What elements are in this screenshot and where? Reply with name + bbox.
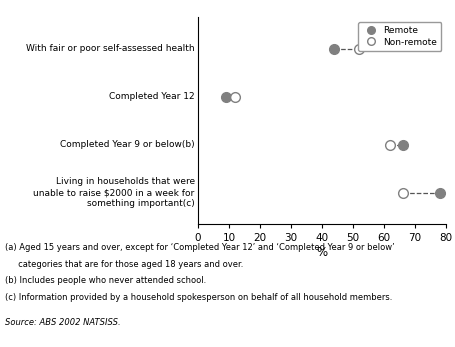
Point bbox=[399, 142, 406, 147]
Point bbox=[386, 142, 394, 147]
Text: With fair or poor self-assessed health: With fair or poor self-assessed health bbox=[26, 44, 195, 53]
Text: categories that are for those aged 18 years and over.: categories that are for those aged 18 ye… bbox=[5, 260, 243, 269]
Text: (b) Includes people who never attended school.: (b) Includes people who never attended s… bbox=[5, 276, 206, 285]
Legend: Remote, Non-remote: Remote, Non-remote bbox=[358, 22, 441, 51]
X-axis label: %: % bbox=[316, 246, 328, 259]
Text: Completed Year 9 or below(b): Completed Year 9 or below(b) bbox=[60, 140, 195, 149]
Text: Source: ABS 2002 NATSISS.: Source: ABS 2002 NATSISS. bbox=[5, 318, 120, 327]
Point bbox=[331, 46, 338, 51]
Text: (a) Aged 15 years and over, except for ‘Completed Year 12’ and ‘Completed Year 9: (a) Aged 15 years and over, except for ‘… bbox=[5, 243, 394, 252]
Point bbox=[232, 94, 239, 99]
Point bbox=[355, 46, 363, 51]
Text: (c) Information provided by a household spokesperson on behalf of all household : (c) Information provided by a household … bbox=[5, 293, 392, 302]
Point bbox=[222, 94, 229, 99]
Point bbox=[399, 190, 406, 195]
Text: Completed Year 12: Completed Year 12 bbox=[109, 92, 195, 101]
Text: Living in households that were
unable to raise $2000 in a week for
something imp: Living in households that were unable to… bbox=[34, 177, 195, 208]
Point bbox=[436, 190, 443, 195]
